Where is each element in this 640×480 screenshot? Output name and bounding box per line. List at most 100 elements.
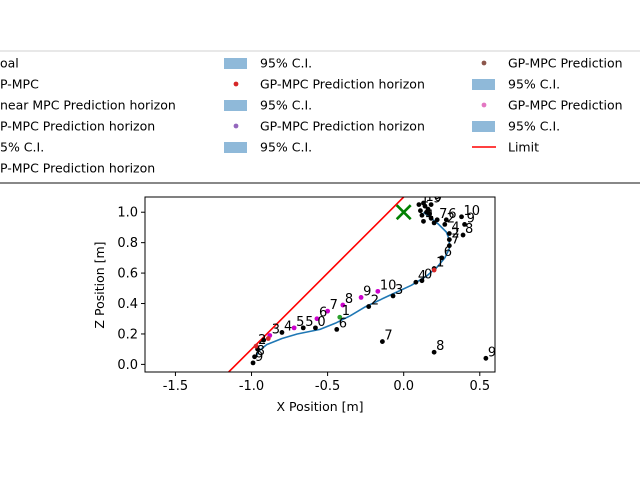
data-point: [334, 326, 340, 332]
data-point: [431, 220, 437, 226]
data-point: [459, 214, 464, 220]
legend-swatch: [472, 121, 495, 132]
data-point: [337, 314, 343, 320]
data-point-label: 2: [258, 333, 266, 348]
data-point: [446, 231, 452, 236]
data-point: [446, 237, 452, 243]
data-point: [390, 293, 396, 299]
goal-marker: [395, 204, 412, 221]
data-point: [434, 217, 440, 223]
x-tick-label: -0.5: [315, 379, 340, 394]
data-point-label: 7: [384, 329, 392, 344]
data-point: [419, 278, 425, 284]
legend-label: GP-MPC Prediction horizon: [260, 77, 425, 92]
data-point-label: 9: [363, 284, 371, 299]
data-point-label: 7: [330, 298, 338, 313]
data-point-label: 4: [451, 221, 459, 236]
data-point-label: 1: [421, 192, 429, 207]
data-point: [379, 339, 385, 344]
data-point-label: 9: [255, 350, 263, 365]
data-point: [421, 218, 426, 224]
legend-label: 5% C.I.: [0, 140, 44, 155]
x-tick-label: 0.0: [393, 379, 414, 394]
legend-marker: [233, 81, 239, 87]
data-point: [446, 243, 452, 249]
data-point-label: 4: [425, 208, 433, 223]
data-point-label: 7: [439, 207, 447, 222]
data-point-label: 10: [464, 204, 481, 219]
legend-label: Limit: [508, 140, 539, 155]
legend-label: 95% C.I.: [508, 119, 560, 134]
data-point: [460, 232, 466, 238]
data-point-label: 2: [371, 294, 379, 309]
data-point: [325, 308, 331, 314]
legend-label: 95% C.I.: [508, 77, 560, 92]
data-point: [421, 200, 426, 206]
y-ticks: 0.0 0.2 0.4 0.6 0.8 1.0: [117, 206, 145, 373]
limit-line-group: [228, 197, 405, 372]
data-point-label: 9: [433, 192, 441, 207]
x-tick-label: -1.5: [163, 379, 188, 394]
data-point: [427, 211, 432, 217]
data-point: [483, 355, 489, 361]
data-point: [340, 302, 346, 308]
data-point: [279, 330, 285, 335]
legend-label: P-MPC: [0, 77, 39, 92]
legend-marker: [233, 123, 239, 129]
trajectory-line: [255, 211, 451, 358]
data-point-label: 10: [425, 190, 442, 205]
data-point-label: 4: [418, 269, 426, 284]
legend-marker: [481, 60, 487, 66]
data-point: [313, 325, 318, 331]
y-tick-label: 1.0: [117, 206, 138, 221]
axes-frame: [144, 196, 496, 373]
y-tick-label: 0.6: [117, 267, 138, 282]
x-axis-label: X Position [m]: [276, 399, 363, 414]
data-point: [431, 349, 437, 355]
legend-swatch: [224, 58, 247, 69]
trajectory-line-group: [255, 211, 451, 358]
data-point: [428, 202, 434, 208]
legend-label: GP-MPC Prediction horizon: [260, 119, 425, 134]
y-tick-label: 0.2: [117, 327, 138, 342]
legend-label: P-MPC Prediction horizon: [0, 161, 155, 176]
data-point: [250, 360, 256, 366]
legend-label: 95% C.I.: [260, 56, 312, 71]
goal-marker-group: [395, 204, 412, 221]
data-point: [366, 304, 372, 309]
data-point: [375, 288, 381, 294]
x-ticks: -1.5 -1.0 -0.5 0.0 0.5: [163, 372, 490, 394]
data-point: [462, 221, 467, 227]
data-point-label: 8: [257, 344, 265, 359]
data-point-label: 3: [395, 283, 403, 298]
legend-swatch: [224, 142, 247, 153]
data-point-label: 10: [380, 278, 397, 293]
data-point: [252, 354, 257, 360]
legend-label: GP-MPC Prediction: [508, 98, 623, 113]
data-point-label: 0: [317, 315, 325, 330]
y-tick-label: 0.0: [117, 358, 138, 373]
data-point-label: 8: [465, 222, 473, 237]
legend-label: 95% C.I.: [260, 140, 312, 155]
x-tick-label: 0.5: [469, 379, 490, 394]
y-tick-label: 0.8: [117, 236, 138, 251]
data-point: [419, 212, 425, 218]
data-point: [443, 217, 449, 223]
legend: oal P-MPC near MPC Prediction horizon P-MPC…: [0, 50, 640, 184]
data-point-label: 6: [448, 207, 456, 222]
data-point-label: 8: [345, 292, 353, 307]
data-point-label: 8: [436, 339, 444, 354]
data-point-label: 5: [296, 315, 304, 330]
data-point: [358, 295, 364, 300]
legend-marker: [481, 102, 487, 108]
data-point: [265, 336, 271, 341]
data-point: [261, 337, 267, 343]
legend-label: near MPC Prediction horizon: [0, 98, 176, 113]
data-point-label: 4: [284, 319, 292, 334]
legend-label: P-MPC Prediction horizon: [0, 119, 155, 134]
